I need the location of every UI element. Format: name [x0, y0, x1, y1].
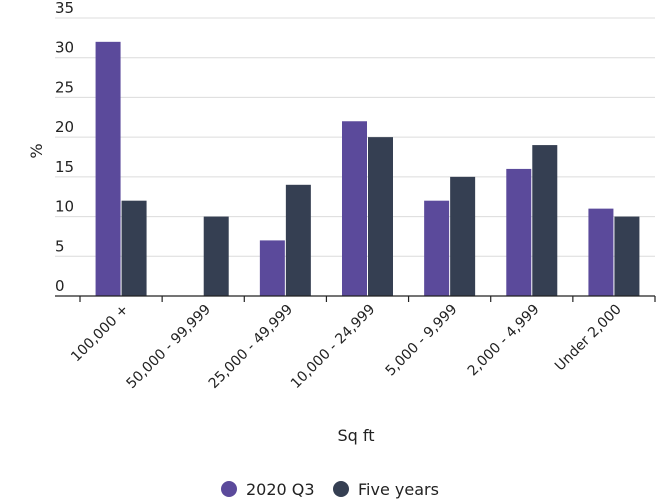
y-tick-label: 30 [55, 39, 74, 57]
x-tick-label: Under 2,000 [552, 302, 625, 375]
bar-five-years [285, 184, 311, 296]
bar-2020-q3 [95, 41, 121, 297]
y-axis-ticks: 0 5 10 15 20 25 30 35 [55, 0, 74, 295]
legend: 2020 Q3 Five years [221, 480, 439, 499]
bar-2020-q3 [506, 168, 532, 296]
x-tick-label: 2,000 - 4,999 [465, 302, 543, 380]
x-tick-label: 5,000 - 9,999 [383, 302, 461, 380]
legend-swatch [221, 481, 237, 497]
x-axis-label: Sq ft [337, 426, 374, 445]
y-tick-label: 35 [55, 0, 74, 17]
legend-label: 2020 Q3 [246, 480, 315, 499]
x-tick-label: 25,000 - 49,999 [206, 302, 296, 392]
y-tick-label: 5 [55, 237, 65, 255]
bar-2020-q3 [342, 121, 367, 296]
y-tick-label: 15 [55, 158, 74, 176]
bar-five-years [368, 137, 393, 296]
bar-five-years [532, 145, 558, 296]
x-tick-label: 50,000 - 99,999 [124, 302, 214, 392]
bar-five-years [614, 216, 640, 296]
x-axis [55, 295, 656, 302]
y-tick-label: 25 [55, 78, 74, 96]
bar-five-years [450, 176, 476, 296]
y-tick-label: 10 [55, 198, 74, 216]
bar-2020-q3 [588, 208, 614, 296]
legend-swatch [333, 481, 349, 497]
bar-2020-q3 [259, 240, 285, 296]
bars [95, 41, 640, 297]
bar-2020-q3 [424, 200, 450, 296]
legend-label: Five years [358, 480, 439, 499]
y-tick-label: 0 [55, 277, 65, 295]
bar-five-years [203, 216, 229, 296]
x-tick-label: 10,000 - 24,999 [288, 302, 378, 392]
y-tick-label: 20 [55, 118, 74, 136]
y-axis-label: % [27, 143, 46, 158]
x-tick-label: 100,000 + [68, 302, 132, 366]
bar-five-years [121, 200, 147, 296]
